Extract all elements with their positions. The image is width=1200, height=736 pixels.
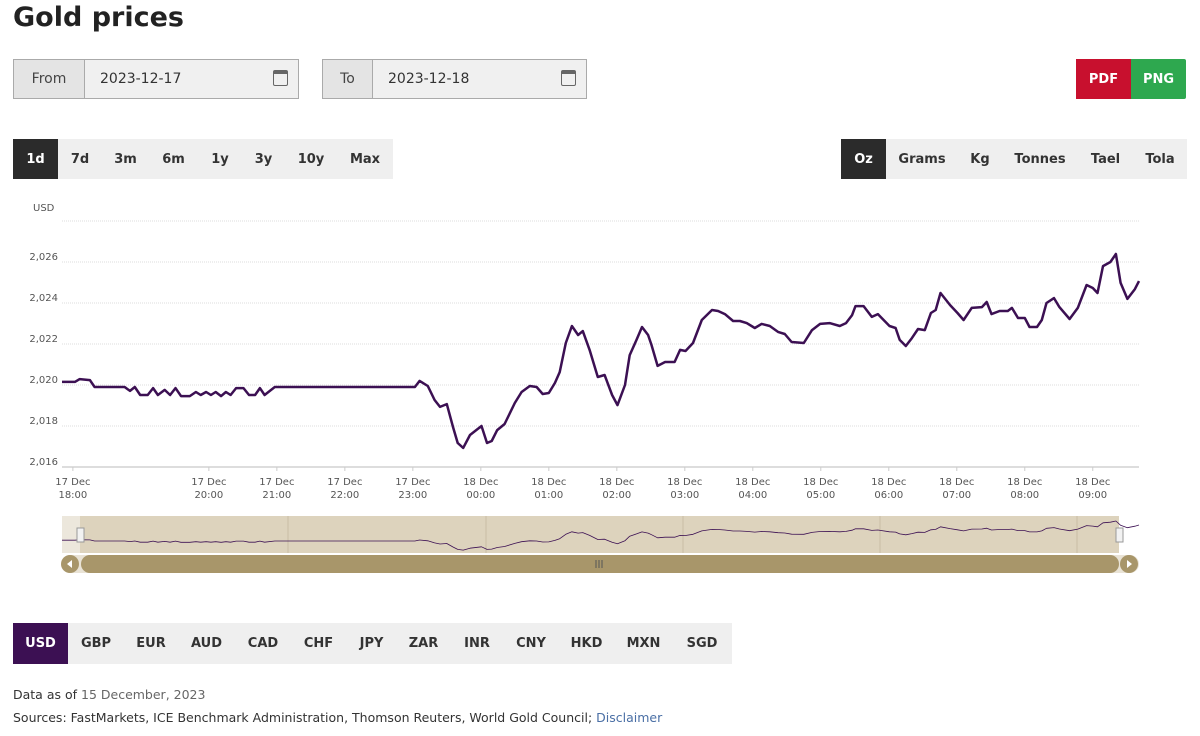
y-axis-label: USD: [33, 203, 55, 214]
option-button[interactable]: 3m: [114, 151, 137, 167]
option-button[interactable]: GBP: [80, 636, 112, 651]
option-button[interactable]: Max: [349, 151, 381, 167]
calendar-icon[interactable]: [273, 70, 288, 86]
x-tick-label: 17 Dec 21:00: [259, 477, 295, 501]
option-button[interactable]: 3y: [254, 151, 273, 167]
to-date: 2023-12-18: [388, 71, 470, 87]
navigator-bg: [80, 516, 1119, 553]
navigator-line: [62, 520, 1140, 551]
to-input[interactable]: 2023-12-18: [373, 60, 586, 98]
x-tick-label: 18 Dec 05:00: [803, 477, 839, 501]
scrollbar-thumb: [81, 555, 1119, 573]
option-button[interactable]: JPY: [359, 636, 384, 651]
option-button[interactable]: SGD: [686, 636, 718, 651]
from-date: 2023-12-17: [100, 71, 182, 87]
option-button[interactable]: Tonnes: [1014, 151, 1066, 167]
option-button[interactable]: Kg: [970, 151, 990, 167]
pdf-button[interactable]: PDF: [1076, 59, 1131, 99]
x-tick-label: 18 Dec 08:00: [1007, 477, 1043, 501]
as-of-label: Data as of: [13, 687, 78, 702]
x-tick-label: 17 Dec 23:00: [395, 477, 431, 501]
y-tick-label: 2,020: [29, 375, 58, 386]
from-input[interactable]: 2023-12-17: [85, 60, 298, 98]
x-tick-label: 17 Dec 22:00: [327, 477, 363, 501]
option-button[interactable]: Tael: [1090, 151, 1121, 167]
option-button[interactable]: CNY: [516, 636, 546, 651]
option-button[interactable]: 7d: [70, 151, 90, 167]
option-button[interactable]: 10y: [297, 151, 325, 167]
option-button[interactable]: AUD: [190, 636, 222, 651]
navigator-outside: [62, 516, 80, 553]
currency-selector: USD GBP EUR AUD CAD CHF JPY ZAR INR CNY HKD MXN SGD: [13, 623, 732, 664]
option-button[interactable]: CAD: [247, 636, 279, 651]
x-tick-label: 18 Dec 04:00: [735, 477, 771, 501]
calendar-icon[interactable]: [561, 70, 576, 86]
data-date: Data as of 15 December, 2023: [13, 687, 205, 702]
option-button[interactable]: 1y: [211, 151, 229, 167]
x-tick-label: 18 Dec 02:00: [599, 477, 635, 501]
from-field[interactable]: From 2023-12-17: [13, 59, 299, 99]
to-field[interactable]: To 2023-12-18: [322, 59, 587, 99]
y-tick-label: 2,024: [29, 293, 58, 304]
sources-text: Sources: FastMarkets, ICE Benchmark Admi…: [13, 710, 593, 725]
sources: Sources: FastMarkets, ICE Benchmark Admi…: [13, 710, 662, 725]
y-tick-label: 2,026: [29, 252, 58, 263]
page-title: Gold prices: [13, 2, 184, 33]
png-button[interactable]: PNG: [1131, 59, 1186, 99]
option-button[interactable]: HKD: [570, 636, 603, 651]
to-label: To: [323, 60, 373, 98]
option-button[interactable]: Grams: [898, 151, 946, 167]
y-tick-label: 2,022: [29, 334, 58, 345]
from-label: From: [14, 60, 85, 98]
option-button[interactable]: MXN: [626, 636, 661, 651]
unit-selector: Oz Grams Kg Tonnes Tael Tola: [841, 139, 1187, 179]
period-selector: 1d 7d 3m 6m 1y 3y 10y Max: [13, 139, 393, 179]
option-button[interactable]: Tola: [1145, 151, 1175, 167]
option-button[interactable]: EUR: [136, 636, 166, 651]
x-tick-label: 18 Dec 00:00: [463, 477, 499, 501]
price-line: [62, 252, 1141, 450]
as-of-date: 15 December, 2023: [81, 687, 206, 702]
navigator-handle: [76, 527, 85, 543]
x-tick-label: 18 Dec 09:00: [1075, 477, 1111, 501]
x-tick-label: 18 Dec 07:00: [939, 477, 975, 501]
option-button[interactable]: CHF: [303, 636, 334, 651]
x-tick-label: 18 Dec 03:00: [667, 477, 703, 501]
export-buttons: PDF PNG: [1076, 59, 1186, 99]
x-tick-label: 18 Dec 01:00: [531, 477, 567, 501]
y-tick-label: 2,016: [29, 457, 58, 468]
y-tick-label: 2,018: [29, 416, 58, 427]
option-button[interactable]: 1d: [13, 139, 58, 179]
scroll-arrow: [1127, 560, 1132, 568]
x-tick-label: 18 Dec 06:00: [871, 477, 907, 501]
option-button[interactable]: ZAR: [408, 636, 439, 651]
option-button[interactable]: 6m: [162, 151, 185, 167]
x-tick-label: 17 Dec 20:00: [191, 477, 227, 501]
scroll-arrow: [67, 560, 72, 568]
navigator-handle: [1115, 527, 1124, 543]
disclaimer-link[interactable]: Disclaimer: [596, 710, 663, 725]
option-button[interactable]: INR: [464, 636, 490, 651]
option-button[interactable]: USD: [13, 623, 68, 664]
option-button[interactable]: Oz: [841, 139, 886, 179]
x-tick-label: 17 Dec 18:00: [55, 477, 91, 501]
